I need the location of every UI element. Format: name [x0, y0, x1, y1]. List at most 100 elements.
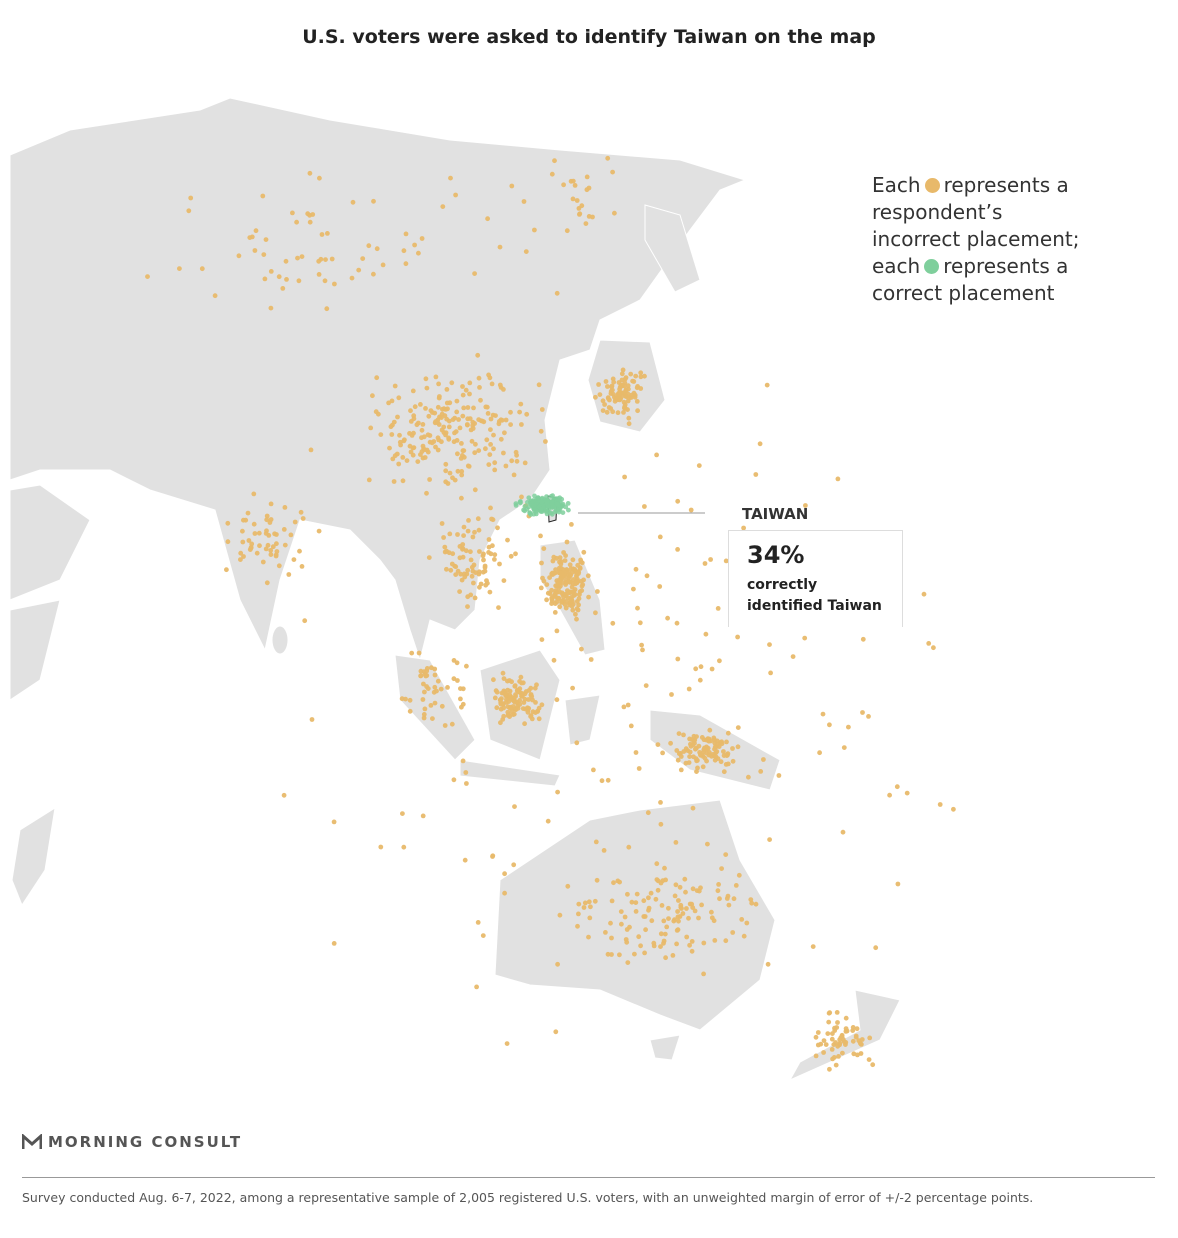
placement-dot	[473, 441, 478, 447]
placement-dot	[443, 407, 448, 412]
placement-dot	[599, 778, 605, 784]
placement-dot	[827, 722, 832, 728]
placement-dot	[290, 210, 295, 216]
placement-dot	[696, 743, 702, 749]
placement-dot	[716, 882, 721, 887]
placement-dot	[511, 472, 517, 478]
placement-dot	[404, 458, 410, 463]
placement-dot	[635, 408, 640, 414]
placement-dot	[401, 438, 407, 444]
placement-dot	[261, 252, 267, 257]
placement-dot	[623, 937, 629, 942]
placement-dot	[539, 407, 545, 412]
placement-dot	[554, 628, 560, 634]
placement-dot	[274, 549, 280, 554]
placement-dot	[486, 372, 491, 378]
placement-dot	[288, 532, 294, 538]
placement-dot	[319, 232, 325, 237]
placement-dot	[926, 641, 932, 646]
placement-dot	[188, 195, 194, 201]
placement-dot	[514, 688, 520, 694]
placement-dot	[510, 712, 516, 717]
placement-dot	[475, 920, 481, 925]
placement-dot	[712, 737, 717, 743]
placement-dot	[673, 840, 679, 845]
placement-dot	[541, 546, 547, 551]
placement-dot	[539, 495, 545, 501]
placement-dot	[443, 432, 448, 438]
placement-dot	[422, 455, 428, 460]
placement-dot	[741, 525, 746, 531]
placement-dot	[584, 174, 590, 180]
placement-dot	[725, 893, 731, 899]
placement-dot	[520, 706, 526, 711]
placement-dot	[419, 236, 425, 241]
placement-dot	[566, 507, 571, 513]
placement-dot	[741, 933, 747, 939]
placement-dot	[420, 697, 426, 702]
placement-dot	[252, 531, 258, 536]
placement-dot	[748, 897, 754, 902]
placement-dot	[715, 888, 721, 894]
placement-dot	[853, 1034, 859, 1040]
placement-dot	[638, 374, 644, 380]
placement-dot	[391, 479, 397, 484]
placement-dot	[699, 735, 705, 740]
placement-dot	[850, 1038, 856, 1044]
placement-dot	[485, 216, 490, 222]
placement-dot	[475, 516, 481, 522]
placement-dot	[622, 914, 628, 920]
placement-dot	[329, 256, 335, 262]
placement-dot	[410, 388, 416, 394]
placement-dot	[687, 754, 692, 759]
placement-dot	[649, 918, 655, 924]
placement-dot	[443, 479, 449, 485]
placement-dot	[600, 408, 606, 413]
placement-dot	[580, 582, 586, 588]
placement-dot	[549, 571, 555, 577]
placement-dot	[843, 1029, 849, 1034]
placement-dot	[366, 243, 372, 249]
placement-dot	[564, 539, 570, 545]
placement-dot	[505, 678, 510, 684]
placement-dot	[767, 642, 772, 647]
placement-dot	[631, 586, 636, 592]
placement-dot	[655, 742, 661, 747]
placement-dot	[298, 509, 304, 515]
placement-dot	[904, 790, 910, 796]
placement-dot	[646, 895, 651, 901]
placement-dot	[472, 595, 478, 601]
placement-dot	[457, 425, 463, 431]
placement-dot	[706, 737, 711, 743]
placement-dot	[449, 561, 455, 567]
placement-dot	[539, 637, 545, 642]
placement-dot	[610, 620, 616, 626]
placement-dot	[577, 592, 582, 597]
placement-dot	[675, 909, 680, 914]
placement-dot	[463, 387, 469, 393]
placement-dot	[725, 761, 731, 767]
placement-dot	[458, 686, 463, 691]
placement-dot	[558, 559, 564, 565]
placement-dot	[574, 599, 580, 604]
placement-dot	[536, 716, 542, 722]
placement-dot	[451, 777, 457, 783]
placement-dot	[507, 714, 512, 719]
placement-dot	[241, 554, 246, 559]
placement-dot	[498, 417, 504, 423]
placement-dot	[284, 277, 289, 282]
placement-dot	[570, 178, 576, 184]
placement-dot	[829, 1036, 835, 1042]
placement-dot	[554, 290, 560, 296]
placement-dot	[492, 460, 498, 466]
placement-dot	[617, 390, 622, 395]
logo: MORNING CONSULT	[22, 1133, 242, 1151]
placement-dot	[539, 499, 545, 505]
placement-dot	[324, 306, 330, 312]
placement-dot	[281, 792, 287, 798]
placement-dot	[316, 272, 322, 277]
placement-dot	[488, 442, 493, 447]
placement-dot	[460, 542, 466, 547]
placement-dot	[694, 734, 699, 739]
placement-dot	[611, 379, 617, 385]
